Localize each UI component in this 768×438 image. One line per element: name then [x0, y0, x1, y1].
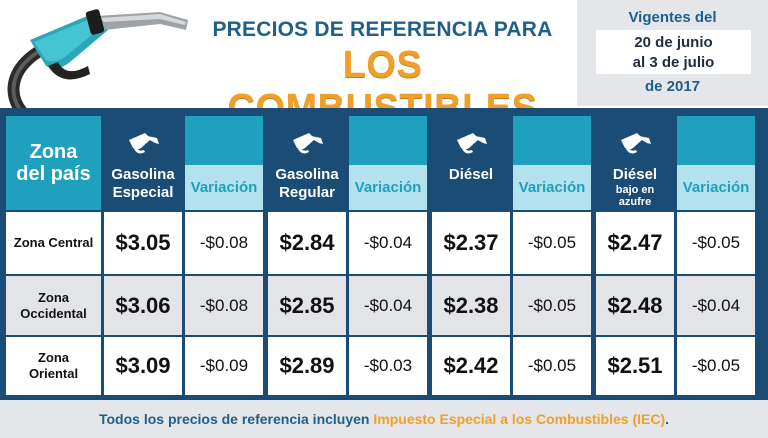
variation-label: Variación: [185, 165, 263, 210]
fuel-header-diesel: Diésel: [432, 116, 510, 210]
zone-name-line: Zona Central: [13, 235, 94, 250]
variation-label: Variación: [677, 165, 755, 210]
variation-header: Variación: [677, 116, 755, 210]
variation-cell: -$0.04: [349, 276, 427, 335]
zone-cell: Zona Occidental: [6, 276, 101, 335]
validity-dates-panel: Vigentes del 20 de junio al 3 de julio d…: [577, 0, 768, 106]
fuel-header-gasolina-regular: Gasolina Regular: [268, 116, 346, 210]
zone-header-line1: Zona: [29, 141, 78, 163]
fuel-name-line2: Regular: [279, 184, 335, 201]
variation-label: Variación: [349, 165, 427, 210]
header: PRECIOS DE REFERENCIA PARA LOS COMBUSTIB…: [0, 0, 768, 129]
variation-cell: -$0.05: [677, 337, 755, 395]
validity-end: al 3 de julio: [632, 54, 715, 71]
variation-header-band: [677, 116, 755, 165]
price-table: Zona del país Gasolina Especial Variació…: [0, 108, 768, 400]
date-box: [596, 30, 751, 74]
price-cell: $2.85: [268, 276, 346, 335]
variation-label: Variación: [513, 165, 591, 210]
fuel-name-sub: bajo en azufre: [615, 184, 655, 208]
price-cell: $2.84: [268, 212, 346, 274]
footer-period: .: [665, 411, 669, 427]
fuel-name-line1: Gasolina: [275, 166, 339, 183]
price-cell: $2.42: [432, 337, 510, 395]
fuel-name-line1: Gasolina: [111, 166, 175, 183]
fuel-name-line2: Especial: [112, 184, 174, 201]
variation-cell: -$0.05: [513, 337, 591, 395]
zone-cell: Zona Central: [6, 212, 101, 274]
variation-cell: -$0.03: [349, 337, 427, 395]
zone-name-line: Zona: [37, 350, 70, 365]
fuel-nozzle-icon: [293, 133, 323, 154]
variation-cell: -$0.05: [677, 212, 755, 274]
price-cell: $2.89: [268, 337, 346, 395]
variation-header-band: [513, 116, 591, 165]
footer-highlight: Impuesto Especial a los Combustibles (IE…: [373, 411, 666, 427]
validity-year: de 2017: [644, 78, 701, 95]
price-cell: $3.05: [104, 212, 182, 274]
price-cell: $2.38: [432, 276, 510, 335]
variation-cell: -$0.05: [513, 276, 591, 335]
variation-cell: -$0.09: [185, 337, 263, 395]
zone-name-line: Occidental: [20, 305, 87, 321]
fuel-nozzle-icon: [129, 133, 159, 154]
variation-cell: -$0.08: [185, 212, 263, 274]
footer-note: Todos los precios de referencia incluyen…: [0, 400, 768, 438]
variation-header-band: [185, 116, 263, 165]
fuel-header-diesel-bajo-azufre: Diésel bajo en azufre: [596, 116, 674, 210]
footer-text: Todos los precios de referencia incluyen: [98, 411, 370, 427]
zone-cell: Zona Oriental: [6, 337, 101, 395]
variation-cell: -$0.05: [513, 212, 591, 274]
validity-start: 20 de junio: [634, 34, 713, 51]
price-cell: $2.37: [432, 212, 510, 274]
validity-label: Vigentes del: [628, 9, 717, 26]
zone-name-line: Zona: [37, 289, 70, 305]
fuel-name-line1: Diésel: [448, 166, 494, 183]
variation-header: Variación: [513, 116, 591, 210]
price-cell: $2.47: [596, 212, 674, 274]
variation-cell: -$0.08: [185, 276, 263, 335]
fuel-header-gasolina-especial: Gasolina Especial: [104, 116, 182, 210]
fuel-name-line1: Diésel: [612, 166, 658, 183]
variation-cell: -$0.04: [349, 212, 427, 274]
variation-header-band: [349, 116, 427, 165]
fuel-nozzle-icon: [7, 9, 188, 112]
title-line-1: PRECIOS DE REFERENCIA PARA: [212, 18, 553, 41]
price-cell: $3.09: [104, 337, 182, 395]
variation-cell: -$0.04: [677, 276, 755, 335]
variation-header: Variación: [185, 116, 263, 210]
price-cell: $2.48: [596, 276, 674, 335]
zone-name-line: Oriental: [28, 366, 79, 381]
price-cell: $3.06: [104, 276, 182, 335]
fuel-nozzle-icon: [621, 133, 651, 154]
fuel-nozzle-icon: [457, 133, 487, 154]
zone-header-line2: del país: [16, 163, 91, 185]
price-cell: $2.51: [596, 337, 674, 395]
variation-header: Variación: [349, 116, 427, 210]
zone-header: Zona del país: [6, 116, 101, 210]
